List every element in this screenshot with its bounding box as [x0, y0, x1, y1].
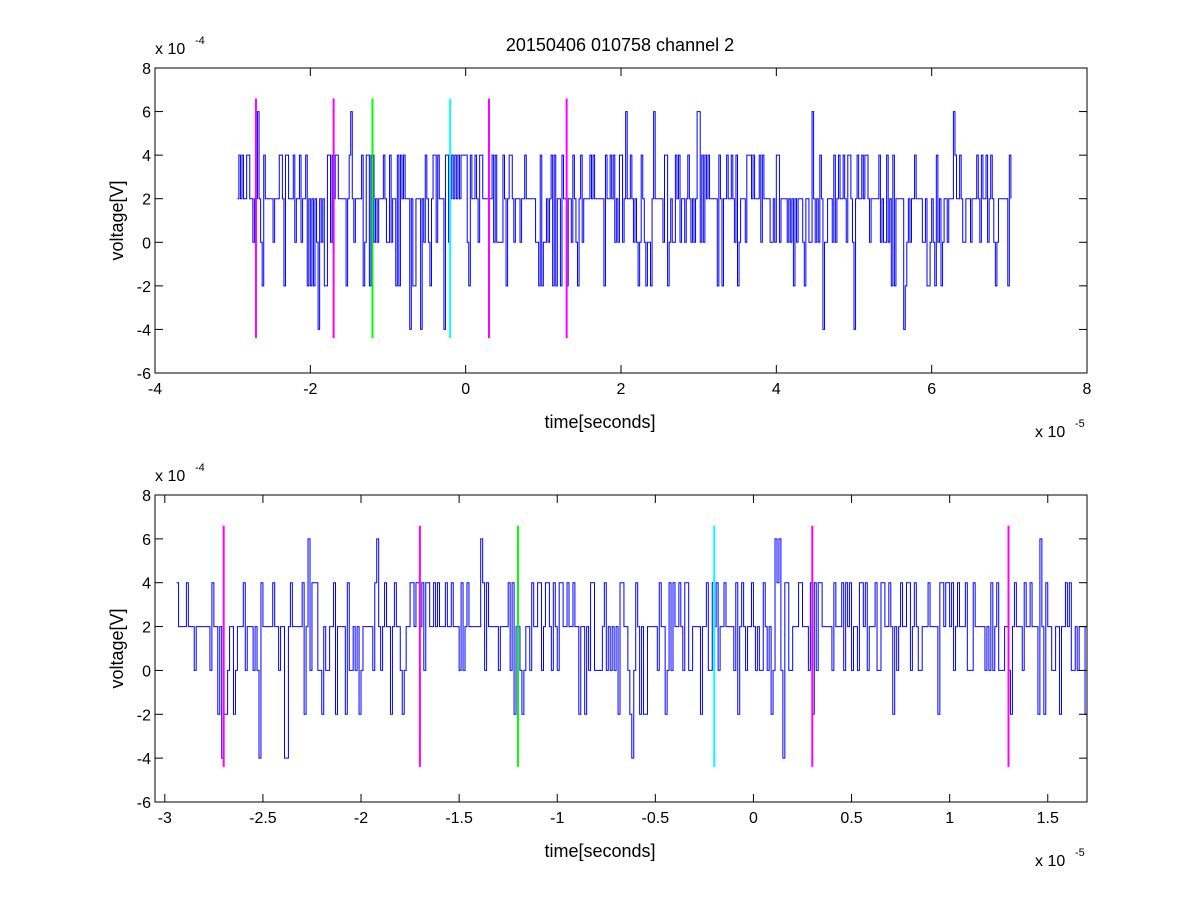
x-tick-label: -2 — [303, 381, 317, 398]
y-tick-label: 8 — [142, 61, 151, 78]
y-tick-label: 2 — [142, 620, 151, 637]
x-tick-label: 4 — [772, 381, 781, 398]
x-tick-label: 0 — [461, 381, 470, 398]
y-exponent-label: x 10 — [155, 41, 185, 58]
x-axis-label: time[seconds] — [544, 412, 655, 432]
x-tick-label: -3 — [158, 810, 172, 827]
axes-box — [154, 494, 1088, 803]
x-tick-label: -4 — [148, 381, 162, 398]
plot-panel-2: -3 -2.5 -2 -1.5 -1 -0.5 0 0.5 1 1.5 -6 -4 -2 0 2 4 6 8 tim… — [107, 462, 1088, 870]
x-tick-label: 6 — [927, 381, 936, 398]
y-tick-label: 8 — [142, 488, 151, 505]
y-tick-label: 4 — [142, 148, 151, 165]
x-tick-label: -2.5 — [249, 810, 277, 827]
y-axis-label: voltage[V] — [107, 608, 127, 688]
y-tick-label: 0 — [142, 663, 151, 680]
y-tick-label: -6 — [137, 366, 151, 383]
y-tick-label: 4 — [142, 576, 151, 593]
y-tick-label: 2 — [142, 192, 151, 209]
y-exponent-power: -4 — [195, 35, 205, 47]
y-tick-label: -6 — [137, 795, 151, 812]
x-tick-label: 0 — [749, 810, 758, 827]
x-axis-label: time[seconds] — [544, 841, 655, 861]
x-tick-label: -2 — [354, 810, 368, 827]
x-tick-label: 1 — [945, 810, 954, 827]
x-exponent-label: x 10 — [1035, 853, 1065, 870]
y-exponent-power: -4 — [195, 462, 205, 474]
y-tick-label: -4 — [137, 322, 151, 339]
x-tick-label: 2 — [617, 381, 626, 398]
x-tick-label: -1.5 — [445, 810, 473, 827]
x-tick-label: 0.5 — [840, 810, 862, 827]
x-exponent-power: -5 — [1075, 847, 1085, 859]
chart-title: 20150406 010758 channel 2 — [506, 35, 734, 55]
y-tick-label: 6 — [142, 105, 151, 122]
y-tick-label: -4 — [137, 751, 151, 768]
y-tick-label: 0 — [142, 235, 151, 252]
x-tick-label: -0.5 — [642, 810, 670, 827]
x-tick-label: 1.5 — [1037, 810, 1059, 827]
plot-panel-1: -4 -2 0 2 4 6 8-6-4-202468time[seconds]voltage… — [107, 35, 1092, 441]
y-exponent-label: x 10 — [155, 468, 185, 485]
x-exponent-power: -5 — [1075, 418, 1085, 430]
signal-trace — [237, 111, 1012, 330]
y-tick-label: -2 — [137, 279, 151, 296]
signal-trace — [176, 538, 1088, 759]
y-axis-label: voltage[V] — [107, 180, 127, 260]
x-tick-label: 8 — [1083, 381, 1092, 398]
y-tick-label: 6 — [142, 532, 151, 549]
x-tick-label: -1 — [550, 810, 564, 827]
x-exponent-label: x 10 — [1035, 424, 1065, 441]
y-tick-label: -2 — [137, 707, 151, 724]
